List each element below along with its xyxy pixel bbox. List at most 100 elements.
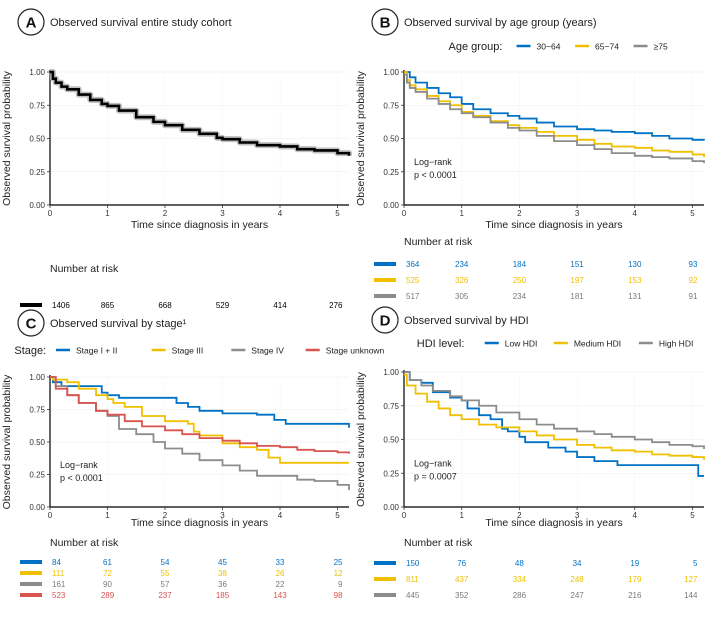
series-line-medium-hdi <box>404 373 705 460</box>
legend-label: High HDI <box>659 339 693 349</box>
x-tick-label: 0 <box>48 511 53 520</box>
risk-value: 144 <box>684 591 698 600</box>
risk-value: 197 <box>570 276 584 285</box>
y-tick-label: 1.00 <box>383 368 399 377</box>
x-tick-label: 1 <box>459 209 464 218</box>
risk-value: 529 <box>216 301 230 310</box>
x-tick-label: 0 <box>402 209 407 218</box>
legend-label: 65−74 <box>595 42 619 52</box>
risk-value: 91 <box>689 292 698 301</box>
series-line-65-74 <box>404 71 705 158</box>
risk-value: 26 <box>276 569 285 578</box>
panel-d: D Observed survival by HDI HDI level: Low H… <box>355 306 705 600</box>
x-tick-label: 3 <box>575 511 580 520</box>
risk-table-title: Number at risk <box>404 236 473 248</box>
logrank-annotation: Log−rank <box>414 459 452 469</box>
panel-a: A Observed survival entire study cohort 0.… <box>1 8 352 310</box>
legend-label: Medium HDI <box>574 339 621 349</box>
risk-row-swatch <box>374 577 396 581</box>
risk-table: Number at risk 364 234 184 151 130 93 525 326 250… <box>374 236 698 301</box>
risk-value: 76 <box>457 559 466 568</box>
series-line--75 <box>404 73 705 164</box>
risk-value: 72 <box>103 569 112 578</box>
risk-value: 130 <box>628 260 642 269</box>
risk-value: 153 <box>628 276 642 285</box>
risk-value: 55 <box>161 569 170 578</box>
risk-table-title: Number at risk <box>50 537 119 549</box>
series-line-all <box>50 70 351 156</box>
y-axis-label: Observed survival probability <box>1 70 13 206</box>
risk-row-swatch <box>20 303 42 307</box>
y-tick-label: 0.00 <box>29 201 45 210</box>
risk-value: 61 <box>103 558 112 567</box>
risk-value: 150 <box>406 559 420 568</box>
x-tick-label: 4 <box>633 511 638 520</box>
risk-value: 523 <box>52 591 66 600</box>
panel-label: A <box>26 15 37 32</box>
panel-label: D <box>380 313 391 330</box>
risk-value: 92 <box>689 276 698 285</box>
risk-value: 286 <box>513 591 527 600</box>
risk-value: 19 <box>630 559 639 568</box>
risk-row-swatch <box>374 262 396 266</box>
risk-row-swatch <box>374 294 396 298</box>
y-tick-label: 0.50 <box>383 135 399 144</box>
x-axis-label: Time since diagnosis in years <box>131 219 268 231</box>
x-tick-label: 1 <box>105 511 110 520</box>
risk-value: 84 <box>52 558 61 567</box>
panel-title: Observed survival entire study cohort <box>50 17 232 29</box>
legend-label: Stage I + II <box>76 346 117 356</box>
panel-c: C Observed survival by stage¹ Stage: Stage … <box>1 309 385 600</box>
risk-table: Number at risk 84 61 54 45 33 25 111 72 55 38 26 12 1… <box>20 537 343 600</box>
y-tick-label: 0.75 <box>383 101 399 110</box>
legend-label: Stage III <box>172 346 204 356</box>
legend-label: 30−64 <box>537 42 561 52</box>
risk-value: 237 <box>158 591 172 600</box>
x-tick-label: 3 <box>575 209 580 218</box>
risk-value: 185 <box>216 591 230 600</box>
risk-value: 525 <box>406 276 420 285</box>
x-tick-label: 4 <box>278 209 283 218</box>
risk-table: Number at risk 1406 865 668 529 414 276 <box>20 263 343 310</box>
x-tick-label: 5 <box>690 209 695 218</box>
x-tick-label: 4 <box>278 511 283 520</box>
panel-title: Observed survival by HDI <box>404 315 529 327</box>
confidence-band <box>49 69 352 157</box>
logrank-annotation: Log−rank <box>414 157 452 167</box>
panel-label: B <box>380 15 391 32</box>
legend-label: Low HDI <box>505 339 538 349</box>
risk-value: 25 <box>334 558 343 567</box>
y-tick-label: 1.00 <box>383 68 399 77</box>
x-tick-label: 1 <box>459 511 464 520</box>
x-axis-label: Time since diagnosis in years <box>485 219 622 231</box>
x-axis-label: Time since diagnosis in years <box>485 517 622 529</box>
risk-value: 326 <box>455 276 469 285</box>
x-tick-label: 3 <box>220 511 225 520</box>
panel-label-circle <box>371 8 399 36</box>
x-tick-label: 5 <box>335 511 340 520</box>
risk-value: 179 <box>628 575 642 584</box>
series-line-high-hdi <box>404 371 705 449</box>
risk-value: 36 <box>218 580 227 589</box>
risk-value: 352 <box>455 591 469 600</box>
x-tick-label: 2 <box>163 209 168 218</box>
risk-value: 143 <box>273 591 287 600</box>
x-tick-label: 3 <box>220 209 225 218</box>
risk-row-swatch <box>374 561 396 565</box>
x-tick-label: 4 <box>633 209 638 218</box>
risk-value: 9 <box>338 580 343 589</box>
x-tick-label: 2 <box>163 511 168 520</box>
y-tick-label: 0.00 <box>383 503 399 512</box>
risk-value: 22 <box>276 580 285 589</box>
y-tick-label: 0.75 <box>383 402 399 411</box>
risk-value: 12 <box>334 569 343 578</box>
risk-value: 54 <box>161 558 170 567</box>
y-tick-label: 0.50 <box>29 438 45 447</box>
risk-table: Number at risk 150 76 48 34 19 5 811 437 334 248 17… <box>374 537 698 600</box>
risk-row-swatch <box>374 278 396 282</box>
y-tick-label: 0.50 <box>29 135 45 144</box>
risk-value: 234 <box>513 292 527 301</box>
risk-row-swatch <box>20 560 42 564</box>
x-tick-label: 1 <box>105 209 110 218</box>
